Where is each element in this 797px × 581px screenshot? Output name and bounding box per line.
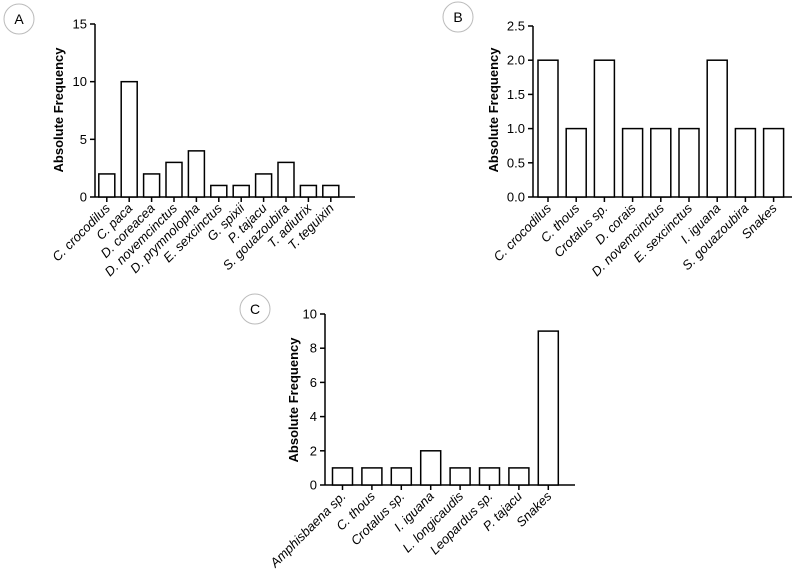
- panel-b-bar: [593, 59, 616, 198]
- panel-a-y-tick-label: 0: [80, 190, 87, 205]
- panel-c-bar: [478, 467, 501, 486]
- panel-c-bar: [537, 330, 560, 486]
- panel-b-bar: [650, 127, 672, 198]
- panel-a-bar: [98, 173, 116, 198]
- panel-a-y-tick-label: 5: [80, 132, 87, 147]
- panel-b-bar: [706, 59, 728, 198]
- panel-a-letter: A: [14, 11, 24, 27]
- panel-a-bar: [165, 161, 183, 198]
- panel-b-letter: B: [453, 9, 462, 25]
- panel-b-y-tick-label: 2.5: [507, 19, 525, 34]
- panel-a-y-tick-label: 15: [73, 17, 87, 32]
- panel-a-bar: [142, 173, 161, 198]
- panel-c-bar: [390, 467, 413, 486]
- panel-c-bar: [508, 467, 530, 486]
- panel-c-bar: [419, 450, 442, 486]
- panel-c-y-tick-label: 10: [303, 307, 317, 322]
- panel-b-y-tick-label: 0.0: [507, 190, 525, 205]
- panel-c-y-tick-label: 0: [310, 478, 317, 493]
- panel-b-bar: [537, 59, 559, 198]
- panel-b-y-tick-label: 0.5: [507, 155, 525, 170]
- panel-a-bar: [232, 184, 250, 198]
- panel-a-bar: [277, 161, 295, 198]
- panel-b-y-axis-label: Absolute Frequency: [486, 47, 501, 173]
- panel-c-bar: [449, 467, 471, 486]
- panel-b-bar: [565, 127, 587, 198]
- panel-a-y-tick-label: 10: [73, 74, 87, 89]
- panel-c-letter: C: [250, 301, 260, 317]
- panel-c-bar: [361, 467, 383, 486]
- panel-a-bar: [187, 150, 206, 198]
- panel-c-y-tick-label: 6: [310, 375, 317, 390]
- panel-b-bar: [734, 127, 757, 198]
- panel-c-badge: [239, 293, 271, 325]
- panel-c-y-tick-label: 2: [310, 443, 317, 458]
- panel-c-y-tick-label: 4: [310, 409, 317, 424]
- panel-c-category-label: Amphisbaena sp.: [266, 489, 348, 571]
- panel-a-badge: [3, 3, 35, 35]
- panel-a-bar: [322, 184, 340, 198]
- panel-b-y-tick-label: 2.0: [507, 53, 525, 68]
- panel-b-bar: [678, 127, 700, 198]
- panel-b-bar: [762, 127, 785, 198]
- panel-c-y-tick-label: 8: [310, 341, 317, 356]
- panel-a-bar: [299, 184, 318, 198]
- panel-b-y-tick-label: 1.0: [507, 121, 525, 136]
- panel-a-y-axis-label: Absolute Frequency: [51, 47, 66, 173]
- panel-b-badge: [442, 1, 474, 33]
- panel-a-bar: [210, 184, 228, 198]
- panel-c-y-axis-label: Absolute Frequency: [286, 337, 301, 463]
- panel-b-y-tick-label: 1.5: [507, 87, 525, 102]
- panel-c-bar: [331, 467, 354, 486]
- panel-a-bar: [254, 173, 273, 198]
- panel-b-bar: [621, 127, 644, 198]
- panel-a-bar: [120, 80, 138, 198]
